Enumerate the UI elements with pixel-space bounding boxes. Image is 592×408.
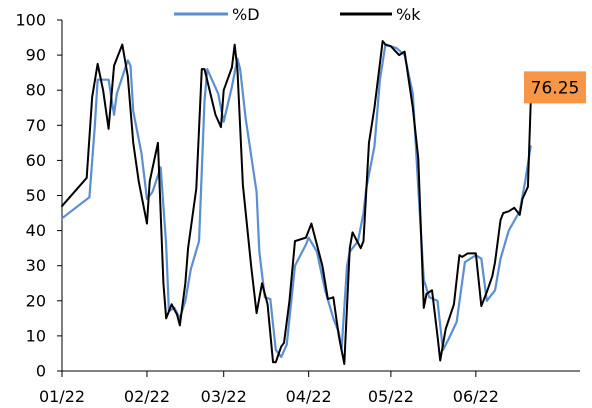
x-tick-label: 02/22 [124,387,170,406]
x-tick-label: 06/22 [453,387,499,406]
y-tick-label: 50 [26,186,46,205]
x-tick-label: 03/22 [201,387,247,406]
legend: %D %k [174,5,421,24]
x-tick-label: 01/22 [39,387,85,406]
y-tick-label: 60 [26,151,46,170]
y-tick-label: 90 [26,46,46,65]
y-tick-label: 30 [26,256,46,275]
series-layer [60,40,532,365]
last-value-label: 76.25 [531,78,580,98]
callouts: 76.25 [524,71,586,104]
y-tick-label: 10 [26,326,46,345]
y-tick-label: 20 [26,291,46,310]
y-tick-label: 80 [26,81,46,100]
y-tick-label: 40 [26,221,46,240]
y-tick-label: 70 [26,116,46,135]
series-line-percent-k [61,40,532,365]
legend-label-percent-k: %k [396,5,421,24]
x-tick-label: 05/22 [368,387,414,406]
x-tick-label: 04/22 [286,387,332,406]
y-tick-label: 100 [15,11,46,30]
legend-label-percent-d: %D [232,5,260,24]
y-tick-label: 0 [36,362,46,381]
axes: 0 10 20 30 40 50 60 70 80 90 100 01/22 02/22 03/22 04/… [15,11,580,406]
series-line-percent-d [60,43,532,359]
last-value-callout [524,71,586,104]
